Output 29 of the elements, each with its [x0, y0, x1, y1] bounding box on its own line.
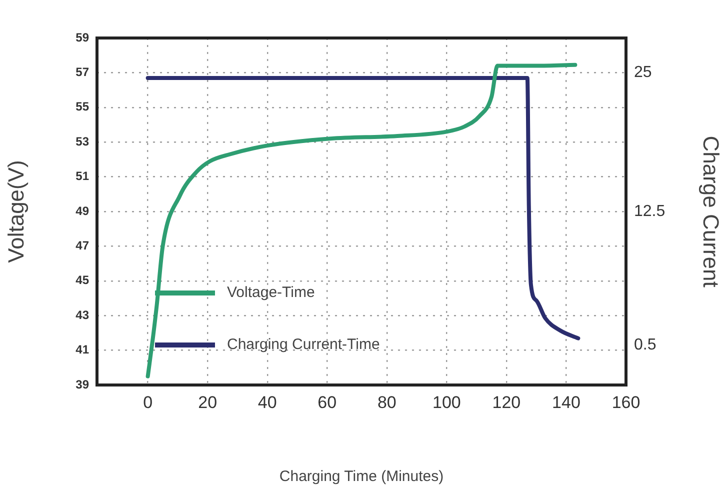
- y-tick-label: 39: [76, 377, 90, 392]
- y-tick-label: 43: [76, 308, 90, 322]
- x-tick-label: 120: [492, 392, 521, 412]
- y2-tick-label: 25: [634, 64, 652, 81]
- x-tick-label: 140: [552, 392, 580, 412]
- x-tick-label: 60: [318, 392, 337, 412]
- y-axis-title: Voltage(V): [3, 160, 28, 263]
- x-tick-label: 40: [258, 392, 277, 412]
- y-tick-label: 57: [76, 65, 90, 80]
- y-tick-label: 49: [76, 204, 90, 218]
- legend-label: Charging Current-Time: [227, 336, 380, 354]
- y-tick-label: 59: [76, 30, 90, 44]
- x-tick-label: 80: [377, 392, 396, 412]
- x-axis-title: Charging Time (Minutes): [279, 468, 444, 486]
- line-series: [146, 62, 578, 378]
- y-tick-label: 51: [76, 169, 90, 184]
- x-tick-label: 0: [143, 392, 153, 412]
- x-tick-label: 20: [198, 392, 218, 412]
- y2-axis-title: Charge Current: [698, 136, 724, 288]
- y-tick-label: 41: [76, 342, 90, 357]
- y2-tick-label: 12.5: [634, 202, 666, 220]
- y-tick-label: 53: [76, 134, 90, 148]
- y-tick-label: 47: [76, 238, 90, 253]
- x-tick-label: 100: [432, 392, 461, 412]
- x-tick-label: 160: [612, 392, 640, 412]
- y-tick-label: 55: [76, 100, 90, 114]
- y2-tick-label: 0.5: [634, 336, 656, 354]
- legend-label: Voltage-Time: [227, 284, 315, 302]
- y-tick-label: 45: [76, 273, 90, 288]
